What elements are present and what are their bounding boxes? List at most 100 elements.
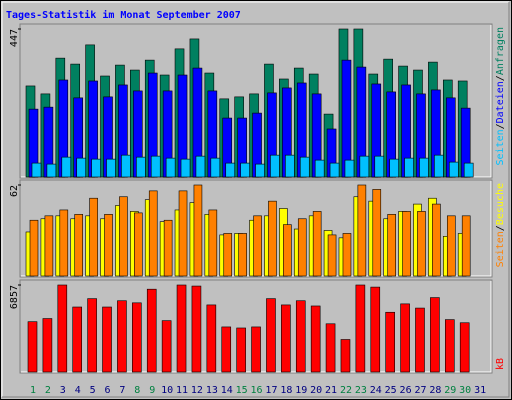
bar xyxy=(402,211,411,277)
bar xyxy=(42,318,53,373)
bar xyxy=(119,196,128,277)
bar xyxy=(329,162,340,178)
bar xyxy=(340,339,351,373)
bar xyxy=(178,190,188,277)
x-tick-label: 22 xyxy=(340,385,352,396)
bar xyxy=(432,203,441,277)
bar xyxy=(446,215,456,277)
bar xyxy=(150,155,161,178)
legend-entry: Dateien xyxy=(495,81,506,123)
legend-entry: Seiten xyxy=(495,129,506,165)
legend-entry: kB xyxy=(495,358,506,370)
bar xyxy=(314,159,325,178)
bar xyxy=(297,218,307,277)
x-tick-label: 15 xyxy=(236,385,248,396)
bar xyxy=(195,155,206,178)
x-tick-label: 23 xyxy=(355,385,367,396)
legend-separator: / xyxy=(495,123,506,129)
bar xyxy=(459,322,470,373)
bar xyxy=(325,323,336,373)
legend: kB xyxy=(495,358,506,370)
bar xyxy=(355,284,366,373)
bar xyxy=(374,155,385,178)
bar xyxy=(400,303,410,373)
bar xyxy=(385,311,395,373)
bar xyxy=(193,184,203,277)
bar xyxy=(359,155,370,178)
bar xyxy=(240,162,250,178)
bar xyxy=(148,190,158,277)
bar xyxy=(134,212,143,277)
x-tick-label: 29 xyxy=(444,385,456,396)
x-tick-label: 10 xyxy=(161,385,173,396)
bar xyxy=(295,300,306,373)
bar xyxy=(283,224,292,277)
bar xyxy=(146,288,157,373)
x-tick-label: 18 xyxy=(280,385,292,396)
x-tick-label: 21 xyxy=(325,385,337,396)
bar xyxy=(312,211,322,277)
bar xyxy=(415,307,425,373)
bar xyxy=(404,157,414,178)
bar xyxy=(76,157,87,178)
y-tick-label: 6857 xyxy=(9,285,20,309)
bar xyxy=(165,157,176,178)
bar xyxy=(444,319,455,373)
bar xyxy=(132,302,142,373)
bar xyxy=(357,184,367,277)
legend: Seiten/Dateien/Anfragen xyxy=(495,27,506,166)
legend-entry: Anfragen xyxy=(495,27,506,75)
bar xyxy=(74,214,84,277)
legend-separator: / xyxy=(495,225,506,231)
bar xyxy=(206,304,217,373)
bar xyxy=(310,305,321,373)
bar xyxy=(236,327,246,373)
bar xyxy=(270,154,280,178)
legend-separator: / xyxy=(495,75,506,81)
bar xyxy=(163,219,173,277)
bar xyxy=(389,158,399,178)
bar xyxy=(89,197,98,277)
bar xyxy=(253,215,262,277)
bar xyxy=(191,285,202,373)
bar xyxy=(87,298,97,373)
x-tick-label: 30 xyxy=(459,385,471,396)
legend-entry: Besuche xyxy=(495,183,506,225)
bar xyxy=(180,158,191,178)
bar xyxy=(238,233,247,277)
bar xyxy=(106,158,116,178)
x-tick-label: 13 xyxy=(206,385,218,396)
bar xyxy=(342,233,352,277)
bar xyxy=(299,156,310,178)
chart-title: Tages-Statistik im Monat September 2007 xyxy=(6,9,241,21)
bar xyxy=(31,162,42,178)
x-tick-label: 31 xyxy=(474,385,486,396)
bar xyxy=(72,306,83,373)
bar xyxy=(221,326,232,373)
bar xyxy=(285,154,295,178)
bar xyxy=(161,320,172,373)
bar xyxy=(46,163,57,178)
y-tick-label: 447 xyxy=(9,29,20,47)
x-tick-label: 14 xyxy=(221,385,233,396)
bar xyxy=(57,284,68,373)
bar xyxy=(370,286,381,373)
x-tick-label: 25 xyxy=(385,385,397,396)
bar xyxy=(104,214,113,277)
bar xyxy=(208,209,218,277)
bar xyxy=(387,214,396,277)
x-tick-label: 11 xyxy=(176,385,188,396)
bar xyxy=(372,189,382,277)
x-tick-label: 16 xyxy=(251,385,263,396)
x-tick-label: 12 xyxy=(191,385,203,396)
bar xyxy=(268,200,277,277)
bar xyxy=(29,219,39,277)
legend-entry: Seiten xyxy=(495,231,506,267)
x-tick-label: 9 xyxy=(149,385,155,396)
bar xyxy=(417,211,426,277)
y-tick-label: 62 xyxy=(9,185,20,197)
bar xyxy=(255,163,265,178)
